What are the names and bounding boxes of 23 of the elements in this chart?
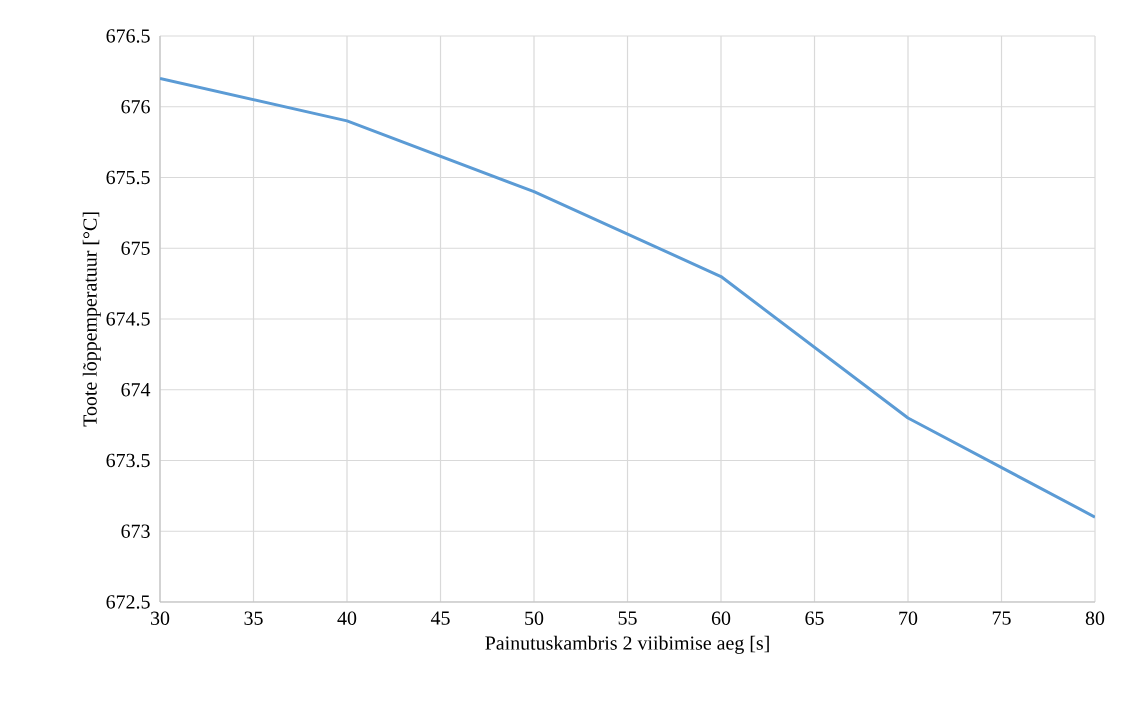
y-tick-label: 676.5 <box>106 29 150 43</box>
x-tick-label: 35 <box>244 611 263 625</box>
x-tick-label: 60 <box>711 611 731 625</box>
y-tick-label: 675.5 <box>106 170 150 185</box>
y-tick-label: 674.5 <box>106 312 150 326</box>
x-tick-label: 65 <box>805 611 824 625</box>
x-tick-label: 80 <box>1085 611 1105 625</box>
line-series <box>160 76 1096 519</box>
y-tick-label: 674 <box>121 383 151 397</box>
y-tick-label: 673 <box>121 524 150 538</box>
x-axis-title: Painutuskambris 2 viibimise aeg [s] <box>485 635 769 654</box>
x-tick-label: 30 <box>151 611 170 625</box>
y-axis-title: Toote lõppemperatuur [°C] <box>82 212 101 427</box>
y-tick-label: 675 <box>121 241 150 255</box>
y-tick-label: 672.5 <box>106 595 150 609</box>
y-tick-label: 676 <box>121 100 150 114</box>
x-tick-label: 55 <box>618 611 637 625</box>
x-tick-label: 45 <box>430 611 450 625</box>
x-tick-label: 40 <box>337 611 357 625</box>
x-tick-label: 70 <box>899 611 918 625</box>
x-tick-label: 50 <box>525 611 544 625</box>
y-tick-label: 673.5 <box>106 453 150 468</box>
x-tick-label: 75 <box>992 611 1011 625</box>
